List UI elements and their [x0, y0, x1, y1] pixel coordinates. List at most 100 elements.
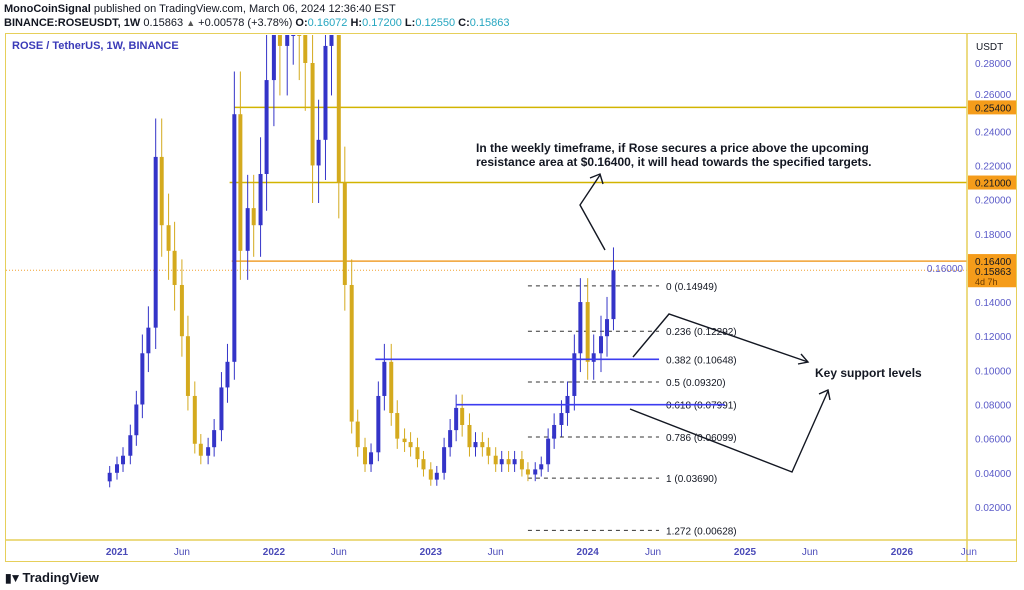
y-tick-label: 0.18000: [975, 230, 1012, 241]
target-arrowhead-icon: [589, 173, 604, 185]
candle-body: [166, 225, 171, 251]
high-value: 0.17200: [362, 17, 402, 29]
last-price: 0.15863: [143, 17, 184, 29]
low-value: 0.12550: [415, 17, 456, 29]
y-tick-label: 0.26000: [975, 90, 1012, 101]
support-note: Key support levels: [815, 366, 922, 380]
candle-body: [153, 156, 158, 328]
candle-body: [572, 353, 577, 396]
candle-body: [310, 63, 315, 166]
candle-body: [363, 447, 368, 465]
candle-body: [382, 361, 387, 396]
fib-level-label: 0.382 (0.10648): [666, 355, 737, 366]
high-label: H:: [350, 17, 363, 29]
candle-body: [539, 464, 544, 470]
candle-body: [369, 452, 374, 465]
y-tick-label: 0.16000: [927, 264, 964, 275]
candle-body: [376, 395, 381, 453]
publish-info: MonoCoinSignal published on TradingView.…: [4, 3, 396, 15]
current-price-tag: [968, 265, 1016, 288]
x-tick-label: 2023: [420, 547, 443, 558]
target-note-line2: resistance area at $0.16400, it will hea…: [476, 155, 872, 169]
candle-body: [245, 208, 250, 251]
candle-body: [258, 173, 263, 226]
open-value: 0.16072: [307, 17, 348, 29]
candle-body: [428, 469, 433, 480]
candle-body: [605, 319, 610, 337]
candle-body: [285, 35, 290, 46]
x-tick-label: 2026: [891, 547, 914, 558]
candle-body: [506, 459, 511, 465]
y-tick-label: 0.22000: [975, 161, 1012, 172]
candle-body: [329, 35, 334, 46]
support-arrowhead-lower-icon: [818, 389, 831, 401]
candle-body: [225, 361, 230, 388]
candle-body: [395, 413, 400, 439]
open-label: O:: [295, 17, 308, 29]
price-tag: [968, 254, 1016, 269]
candle-body: [421, 459, 426, 470]
author[interactable]: MonoCoinSignal: [4, 3, 91, 15]
candle-body: [546, 438, 551, 465]
candle-body: [121, 455, 126, 465]
x-tick-label: 2024: [577, 547, 600, 558]
price-tag-label: 0.25400: [975, 103, 1012, 114]
candle-body: [552, 424, 557, 439]
close-label: C:: [458, 17, 470, 29]
symbol-info: BINANCE:ROSEUSDT, 1W 0.15863 ▲ +0.00578 …: [4, 17, 510, 29]
candle-body: [512, 459, 517, 465]
candle-body: [533, 469, 538, 475]
y-tick-label: 0.02000: [975, 503, 1012, 514]
support-arrowhead-upper-icon: [797, 353, 810, 365]
candle-body: [277, 35, 282, 46]
y-tick-label: 0.20000: [975, 196, 1012, 207]
candle-body: [460, 407, 465, 425]
candle-body: [107, 472, 112, 482]
price-tag: [968, 175, 1016, 190]
publish-date: published on TradingView.com, March 06, …: [93, 3, 396, 15]
up-triangle-icon: ▲: [186, 18, 196, 28]
candle-body: [336, 35, 341, 183]
candle-body: [128, 435, 133, 456]
candle-body: [415, 447, 420, 460]
tradingview-footer: ▮▼ TradingView: [5, 570, 99, 585]
candle-body: [578, 302, 583, 354]
chart-title: ROSE / TetherUS, 1W, BINANCE: [12, 40, 179, 52]
support-arrow-lower: [629, 390, 829, 473]
candle-body: [493, 455, 498, 465]
candle-body: [212, 430, 217, 448]
x-tick-label: 2021: [106, 547, 129, 558]
tradingview-logo-icon: ▮▼: [5, 570, 22, 585]
candle-body: [232, 114, 237, 362]
x-tick-label: Jun: [174, 547, 190, 558]
x-tick-label: Jun: [802, 547, 818, 558]
fib-level-label: 0 (0.14949): [666, 282, 717, 293]
target-note-line1: In the weekly timeframe, if Rose secures…: [476, 141, 869, 155]
candle-body: [219, 387, 224, 431]
candle-body: [134, 404, 139, 436]
price-tag: [968, 100, 1016, 115]
candle-body: [206, 447, 211, 456]
current-price-label: 0.15863: [975, 267, 1012, 278]
target-arrow: [579, 174, 606, 251]
candle-body: [591, 353, 596, 362]
fib-level-label: 0.786 (0.06099): [666, 433, 737, 444]
candle-body: [611, 270, 616, 320]
y-tick-label: 0.06000: [975, 435, 1012, 446]
x-tick-label: Jun: [331, 547, 347, 558]
candle-body: [198, 443, 203, 456]
y-tick-label: 0.14000: [975, 298, 1012, 309]
candle-body: [349, 284, 354, 422]
candle-body: [525, 469, 530, 475]
candle-body: [486, 447, 491, 456]
price-chart[interactable]: 0 (0.14949) 0.236 (0.12292) 0.382 (0.10648…: [0, 0, 1024, 565]
low-label: L:: [404, 17, 416, 29]
candle-body: [448, 430, 453, 448]
price-change: +0.00578 (+3.78%): [198, 17, 293, 29]
price-tag-label: 0.21000: [975, 179, 1012, 190]
candle-body: [519, 459, 524, 470]
candle-body: [316, 139, 321, 166]
candle-body: [499, 459, 504, 465]
fib-level-label: 0.618 (0.07991): [666, 401, 737, 412]
candle-body: [408, 442, 413, 448]
